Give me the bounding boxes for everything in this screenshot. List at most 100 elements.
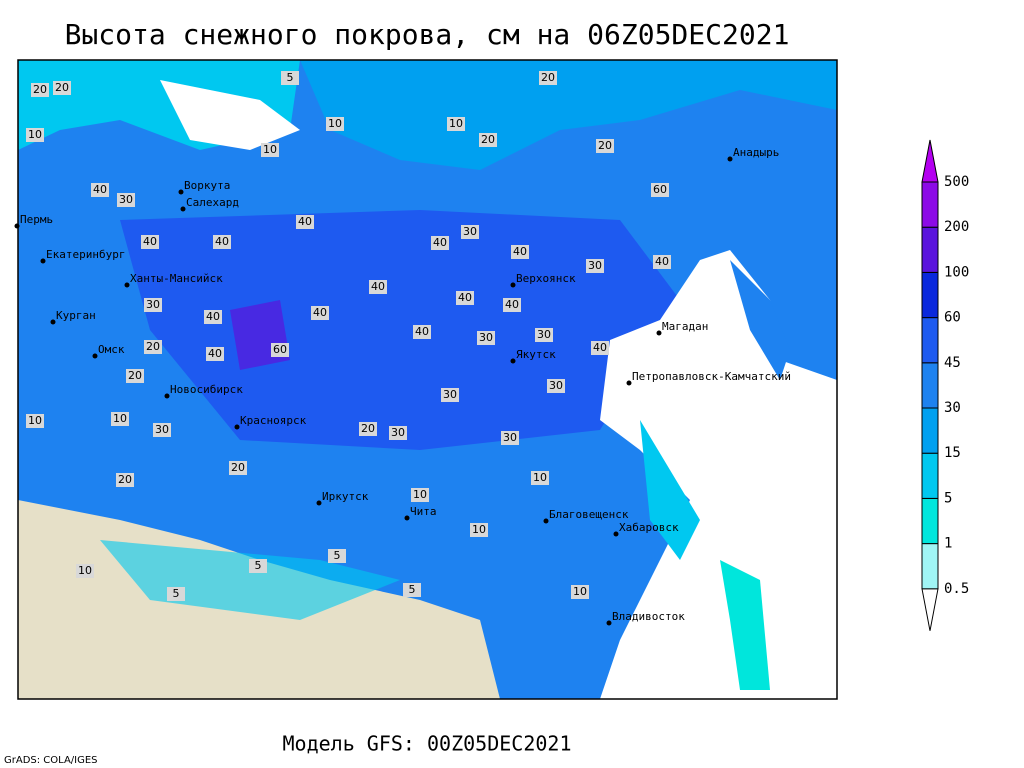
contour-label: 20	[541, 71, 555, 84]
city-dot	[178, 189, 184, 195]
labels: Воркута Салехард Пермь Екатеринбург Ханты-Ма…	[14, 71, 791, 626]
contour-label-bg	[470, 523, 488, 537]
colorbar-low	[921, 588, 939, 631]
contour-label-bg	[653, 255, 671, 269]
contour-label-bg	[249, 559, 267, 573]
contour-label: 10	[113, 412, 127, 425]
model-info: Модель GFS: 00Z05DEC2021	[283, 732, 572, 756]
colorbar-box	[921, 317, 939, 364]
contour-label: 30	[119, 193, 133, 206]
city-dot	[234, 424, 240, 430]
city-dot	[50, 319, 56, 325]
contour-label-bg	[296, 215, 314, 229]
contour-label: 10	[263, 143, 277, 156]
contour-label: 20	[118, 473, 132, 486]
colorbar-label: 60	[944, 310, 961, 326]
contour-label: 40	[371, 280, 385, 293]
city-dot	[180, 206, 186, 212]
colorbar-label: 0.5	[944, 581, 969, 597]
map-frame	[17, 59, 838, 700]
contour-label: 30	[443, 388, 457, 401]
contour-label-bg	[229, 461, 247, 475]
contour-label: 5	[287, 71, 294, 84]
city-label: Ханты-Мансийск	[130, 272, 223, 285]
contour-label-bg	[204, 310, 222, 324]
contour-label-bg	[328, 549, 346, 563]
city-label: Петропавловск-Камчатский	[632, 370, 791, 383]
contour-label: 10	[449, 117, 463, 130]
contour-label: 10	[28, 414, 42, 427]
contour-label: 20	[33, 83, 47, 96]
city-label: Магадан	[662, 320, 708, 333]
colorbar-label: 45	[944, 355, 961, 371]
city-dot	[613, 531, 619, 537]
contour-label: 20	[481, 133, 495, 146]
contour-label-bg	[111, 412, 129, 426]
contour-label-bg	[26, 414, 44, 428]
city-dot	[404, 515, 410, 521]
city-label: Екатеринбург	[46, 248, 125, 261]
contour-label-bg	[281, 71, 299, 85]
contour-label: 30	[146, 298, 160, 311]
contour-label-bg	[206, 347, 224, 361]
contour-label-bg	[511, 245, 529, 259]
contour-label: 40	[433, 236, 447, 249]
contour-label-bg	[53, 81, 71, 95]
contour-label: 30	[479, 331, 493, 344]
contour-label: 30	[155, 423, 169, 436]
city-dot	[656, 330, 662, 336]
contour-label: 40	[505, 298, 519, 311]
contour-label-bg	[501, 431, 519, 445]
contour-label: 10	[533, 471, 547, 484]
contour-label: 10	[328, 117, 342, 130]
city-dot	[164, 393, 170, 399]
colorbar-box	[921, 543, 939, 590]
contour-label: 5	[173, 587, 180, 600]
contour-label-bg	[596, 139, 614, 153]
contour-label: 40	[215, 235, 229, 248]
contour-label: 40	[513, 245, 527, 258]
contour-label-bg	[477, 331, 495, 345]
contour-label-bg	[456, 291, 474, 305]
city-dot	[727, 156, 733, 162]
contour-label: 20	[598, 139, 612, 152]
city-label: Воркута	[184, 179, 230, 192]
contour-label: 40	[593, 341, 607, 354]
sea	[160, 80, 300, 150]
colorbar-label: 200	[944, 219, 969, 235]
colorbar-box	[921, 497, 939, 545]
contour-label-bg	[31, 83, 49, 97]
contour-label-bg	[447, 117, 465, 131]
city-label: Хабаровск	[619, 521, 679, 534]
city-label: Благовещенск	[549, 508, 629, 521]
city-dot	[124, 282, 130, 288]
colorbar-box	[921, 181, 939, 228]
colorbar-label: 500	[944, 174, 969, 190]
contour-label-bg	[167, 587, 185, 601]
contour-label: 10	[28, 128, 42, 141]
colorbar-label: 15	[944, 445, 961, 461]
contour-label: 10	[573, 585, 587, 598]
contour-label: 20	[55, 81, 69, 94]
city-dot	[606, 620, 612, 626]
title: Высота снежного покрова, см на 06Z05DEC2…	[65, 18, 790, 51]
contour-label: 20	[361, 422, 375, 435]
contour-label: 20	[231, 461, 245, 474]
city-label: Омск	[98, 343, 125, 356]
contour-label: 40	[208, 347, 222, 360]
colorbar-box	[921, 226, 939, 273]
colorbar-box	[921, 362, 939, 409]
contour-label: 5	[334, 549, 341, 562]
colorbar-label: 1	[944, 536, 952, 552]
contour-label-bg	[144, 340, 162, 354]
city-dot	[543, 518, 549, 524]
city-dot	[40, 258, 46, 264]
city-label: Иркутск	[322, 490, 369, 503]
contour-label-bg	[116, 473, 134, 487]
contour-label-bg	[571, 585, 589, 599]
contour-label-bg	[403, 583, 421, 597]
city-dot	[316, 500, 322, 506]
sakhalin	[640, 420, 700, 560]
contour-label-bg	[369, 280, 387, 294]
contour-label: 40	[655, 255, 669, 268]
